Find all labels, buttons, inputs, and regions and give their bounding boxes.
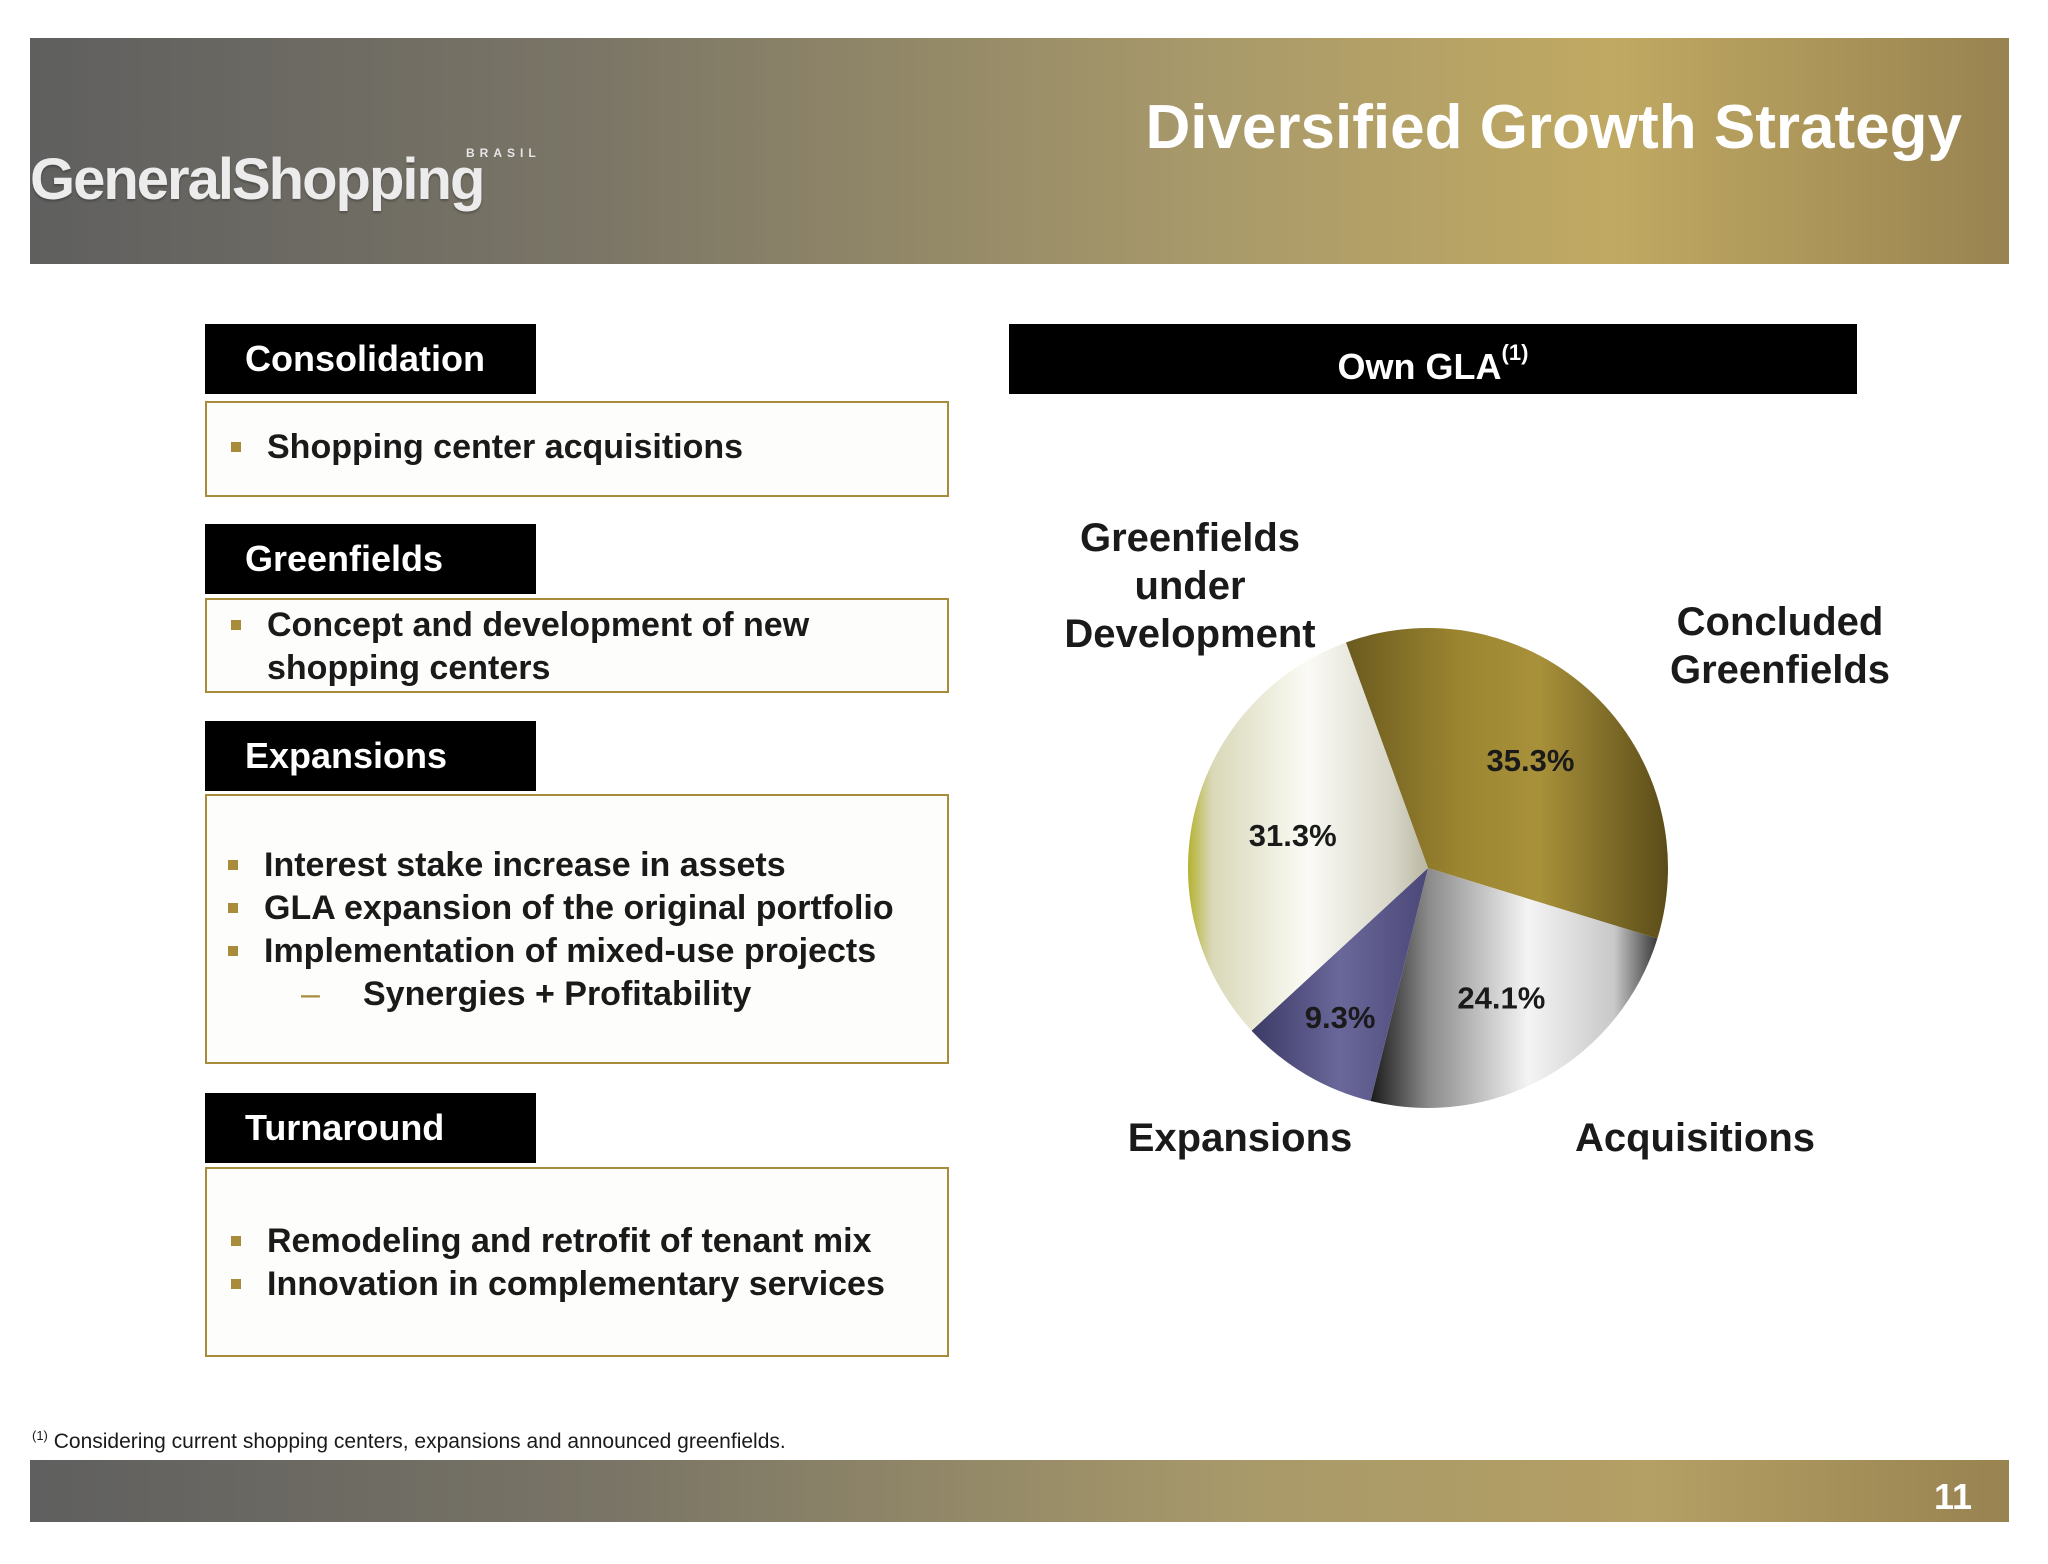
sub-bullet-item: – Synergies + Profitability: [301, 973, 751, 1016]
pie-slice-expansions: [1251, 868, 1428, 1102]
label-greenfields-under-development: Greenfields under Development: [1064, 516, 1316, 656]
section-label-expansions: Expansions: [205, 721, 536, 791]
bullet-item: Concept and development of new: [231, 604, 809, 647]
pie-slice-greenfields-under-development: [1188, 642, 1428, 1031]
bullet-square-icon: [228, 860, 238, 870]
bullet-item: Remodeling and retrofit of tenant mix: [231, 1220, 871, 1263]
section-box-consolidation: Shopping center acquisitions: [205, 401, 949, 497]
section-label-consolidation: Consolidation: [205, 324, 536, 394]
pie-data-label: 31.3%: [1249, 818, 1337, 853]
page-title: Diversified Growth Strategy: [1145, 93, 1962, 162]
bullet-square-icon: [231, 1279, 241, 1289]
label-concluded-greenfields: Concluded Greenfields: [1669, 600, 1891, 692]
bullet-square-icon: [228, 946, 238, 956]
bullet-item: Shopping center acquisitions: [231, 426, 743, 469]
section-box-greenfields: Concept and development of new shopping …: [205, 598, 949, 693]
footnote: (1) Considering current shopping centers…: [32, 1428, 786, 1453]
pie-data-label: 9.3%: [1305, 1000, 1376, 1035]
dash-icon: –: [301, 975, 320, 1013]
header-bar: [30, 38, 2009, 264]
pie-slice-acquisitions: [1370, 868, 1658, 1108]
footer-bar: [30, 1460, 2009, 1522]
pie-chart: 35.3% 24.1% 9.3% 31.3%: [1188, 628, 1668, 1108]
pie-slice-concluded-greenfields: [1345, 628, 1668, 939]
bullet-item: Implementation of mixed-use projects: [228, 930, 876, 973]
pie-data-label: 24.1%: [1457, 980, 1545, 1015]
label-expansions: Expansions: [1127, 1116, 1353, 1160]
bullet-item: Innovation in complementary services: [231, 1263, 885, 1306]
page-number: 11: [1933, 1476, 1972, 1517]
chart-title: Own GLA(1): [1009, 324, 1857, 394]
bullet-item: Interest stake increase in assets: [228, 844, 786, 887]
bullet-square-icon: [231, 442, 241, 452]
bullet-square-icon: [231, 620, 241, 630]
section-box-expansions: Interest stake increase in assets GLA ex…: [205, 794, 949, 1064]
section-label-turnaround: Turnaround: [205, 1093, 536, 1163]
bullet-square-icon: [231, 1236, 241, 1246]
company-logo: GeneralShopping: [30, 147, 485, 212]
company-logo-subtext: BRASIL: [466, 146, 541, 160]
section-box-turnaround: Remodeling and retrofit of tenant mix In…: [205, 1167, 949, 1357]
section-label-greenfields: Greenfields: [205, 524, 536, 594]
bullet-item: GLA expansion of the original portfolio: [228, 887, 894, 930]
bullet-square-icon: [228, 903, 238, 913]
bullet-item-continued: shopping centers: [267, 649, 551, 687]
pie-data-label: 35.3%: [1487, 743, 1575, 778]
label-acquisitions: Acquisitions: [1574, 1116, 1816, 1160]
